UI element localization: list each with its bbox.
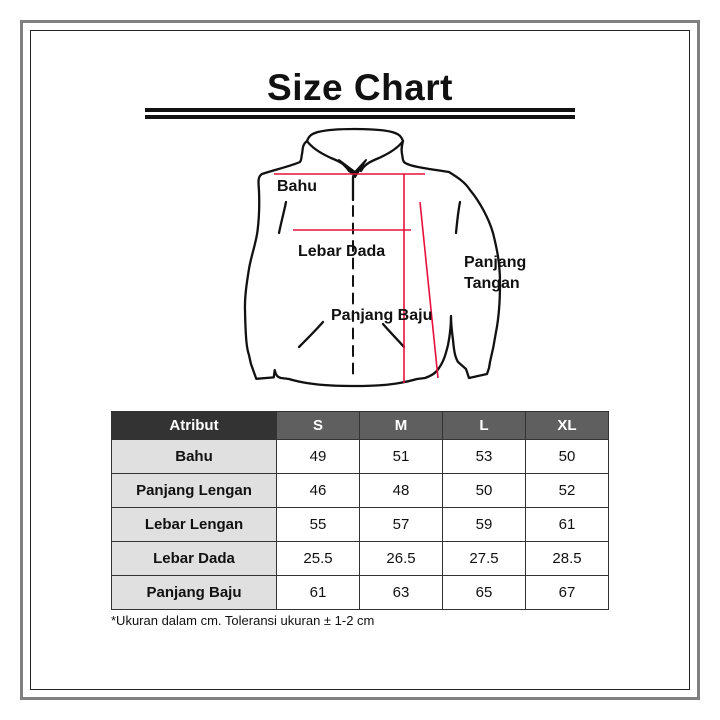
svg-text:Panjang Baju: Panjang Baju [331,307,432,324]
svg-text:Lebar Dada: Lebar Dada [298,243,385,260]
svg-text:Tangan: Tangan [464,275,520,292]
svg-text:Bahu: Bahu [277,178,317,195]
svg-text:Panjang: Panjang [464,254,526,271]
